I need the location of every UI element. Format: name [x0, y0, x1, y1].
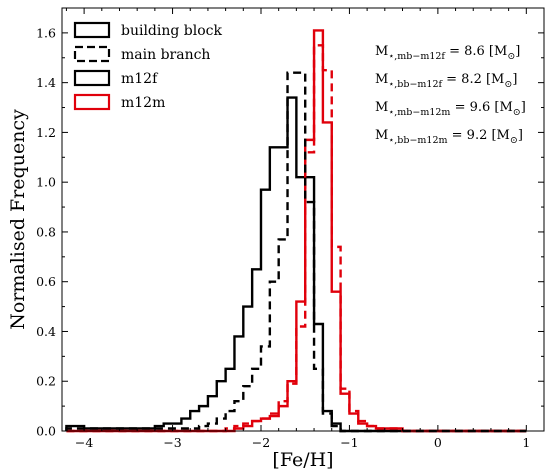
- legend-label: main branch: [121, 47, 210, 63]
- y-tick-label: 1.4: [36, 75, 56, 90]
- y-tick-label: 1.2: [36, 125, 56, 140]
- x-tick-label: −2: [252, 435, 270, 450]
- y-tick-label: 0.4: [36, 324, 56, 339]
- stellar-mass-annotation: M⋆,mb−m12f = 8.6 [M⊙]: [375, 44, 520, 62]
- x-axis-title: [Fe/H]: [272, 449, 333, 471]
- legend-swatch: [73, 45, 111, 63]
- stellar-mass-annotation: M⋆,bb−m12f = 8.2 [M⊙]: [375, 72, 517, 90]
- x-tick-label: 1: [522, 435, 530, 450]
- x-tick-label: −3: [163, 435, 181, 450]
- legend-swatch: [73, 69, 111, 87]
- legend-swatch: [73, 93, 111, 111]
- y-tick-label: 0.0: [36, 424, 56, 439]
- legend: building block main branch m12f m12m: [73, 21, 223, 111]
- histogram-series-layer: [65, 29, 527, 433]
- y-tick-label: 0.2: [36, 374, 56, 389]
- series-line-m12f-main-branch: [65, 71, 527, 433]
- legend-label: m12m: [121, 95, 165, 111]
- y-axis-title: Normalised Frequency: [7, 109, 29, 330]
- legend-label: m12f: [121, 71, 159, 87]
- x-tick-label: −4: [75, 435, 93, 450]
- y-tick-label: 0.8: [36, 224, 56, 239]
- axis-ticks-layer: −4 −3 −2 −1 0 1 0.0 0.2 0.4 0.6 0.8 1.0 1.2 1.4 1.6: [36, 7, 544, 450]
- plot-frame: [61, 7, 545, 432]
- y-tick-label: 0.6: [36, 274, 56, 289]
- legend-label: building block: [121, 23, 223, 39]
- series-line-m12m-main-branch: [66, 44, 527, 433]
- legend-swatch: [73, 21, 111, 39]
- stellar-mass-annotation: M⋆,mb−m12m = 9.6 [M⊙]: [375, 100, 526, 118]
- y-tick-label: 1.0: [36, 175, 56, 190]
- x-tick-label: 0: [434, 435, 442, 450]
- stellar-mass-annotations: M⋆,mb−m12f = 8.6 [M⊙] M⋆,bb−m12f = 8.2 [M…: [375, 44, 526, 146]
- y-tick-label: 1.6: [36, 25, 56, 40]
- x-tick-label: −1: [340, 435, 358, 450]
- stellar-mass-annotation: M⋆,bb−m12m = 9.2 [M⊙]: [375, 128, 523, 146]
